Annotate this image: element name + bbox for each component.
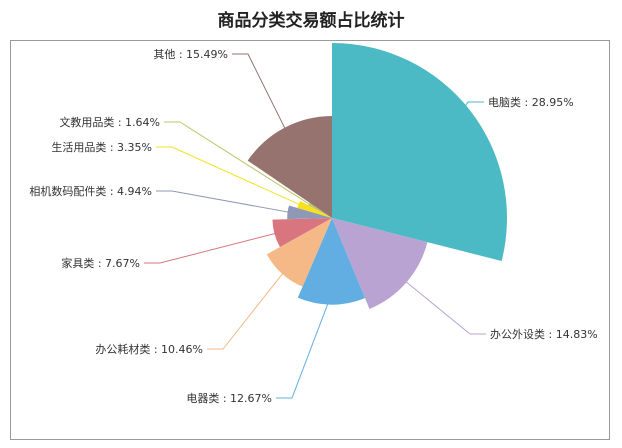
pie-slice-1[interactable] — [332, 43, 507, 261]
slice-label-6: 相机数码配件类 : 4.94% — [29, 184, 152, 198]
slice-label-7: 生活用品类 : 3.35% — [51, 140, 152, 154]
leader-line-2 — [397, 274, 486, 335]
chart-title: 商品分类交易额占比统计 — [217, 11, 405, 31]
slice-label-5: 家具类 : 7.67% — [61, 256, 140, 270]
pie-slice-4[interactable] — [266, 218, 332, 287]
slice-label-1: 电脑类 : 28.95% — [488, 95, 574, 109]
slice-label-8: 文教用品类 : 1.64% — [59, 115, 160, 129]
leader-line-9 — [232, 53, 291, 139]
pie-slice-9[interactable] — [247, 115, 332, 218]
slice-label-4: 办公耗材类 : 10.46% — [95, 342, 203, 356]
pie-slice-8[interactable] — [308, 202, 332, 218]
pie-slice-6[interactable] — [287, 205, 332, 220]
leader-line-3 — [276, 294, 332, 399]
leader-line-1 — [453, 101, 484, 124]
leader-line-5 — [144, 231, 282, 264]
leader-line-8 — [164, 121, 313, 207]
slice-label-9: 其他 : 15.49% — [153, 48, 228, 61]
slice-label-3: 电器类 : 12.67% — [186, 391, 272, 405]
leader-line-7 — [156, 146, 303, 207]
leader-line-6 — [156, 190, 294, 214]
plot-frame — [10, 40, 610, 440]
pie-slice-7[interactable] — [297, 200, 332, 218]
slice-label-2: 办公外设类 : 14.83% — [490, 327, 598, 341]
pie-slice-2[interactable] — [332, 218, 428, 310]
leader-line-4 — [207, 266, 289, 350]
pie-slice-5[interactable] — [272, 218, 332, 248]
pie-slice-3[interactable] — [297, 218, 366, 305]
